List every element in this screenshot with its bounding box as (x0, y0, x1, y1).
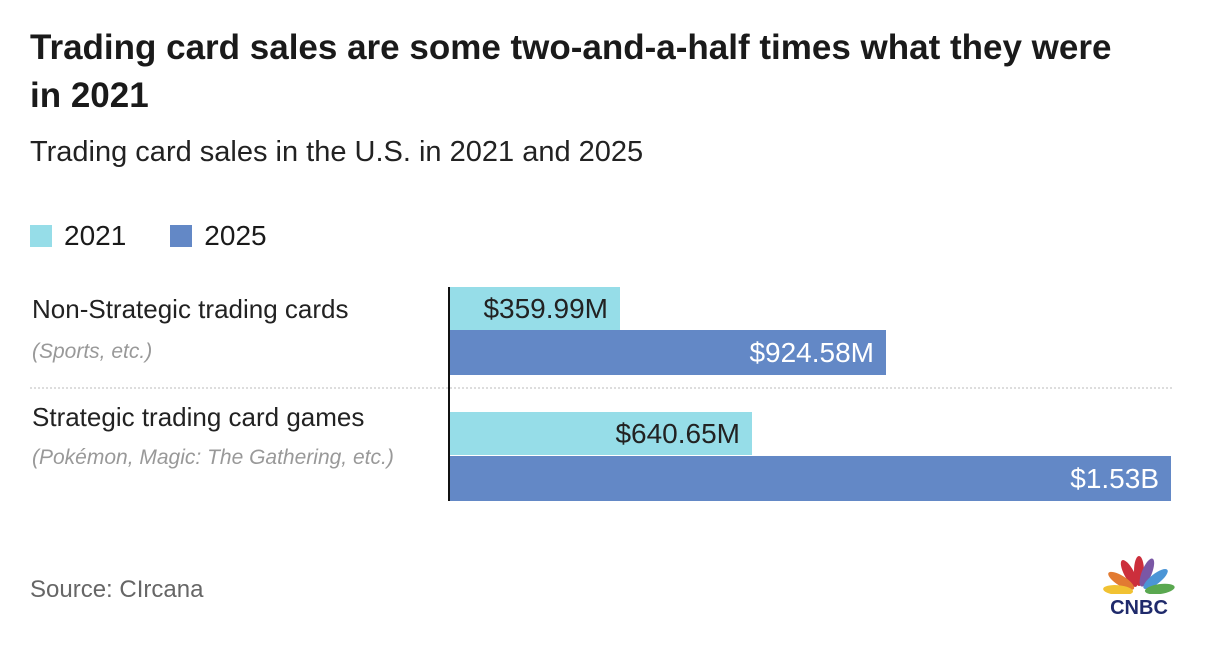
chart-subtitle: Trading card sales in the U.S. in 2021 a… (30, 136, 644, 168)
category-label: Non-Strategic trading cards (32, 294, 349, 324)
legend-item-2025: 2025 (170, 220, 267, 252)
legend-swatch-2021 (30, 225, 52, 247)
legend-item-2021: 2021 (30, 220, 126, 252)
bar-value-label: $640.65M (615, 417, 740, 449)
source-note: Source: CIrcana (30, 576, 204, 603)
chart-title: Trading card sales are some two-and-a-ha… (30, 28, 1112, 115)
category-sublabel: (Sports, etc.) (32, 340, 153, 363)
category-sublabel: (Pokémon, Magic: The Gathering, etc.) (32, 446, 394, 469)
cnbc-logo: CNBC (1100, 554, 1178, 620)
bar-2025: $1.53B (450, 456, 1171, 501)
bar-value-label: $359.99M (483, 292, 608, 324)
legend-label-2021: 2021 (64, 220, 127, 251)
legend-swatch-2025 (170, 225, 193, 247)
bar-value-label: $924.58M (749, 336, 874, 368)
logo-text: CNBC (1110, 597, 1168, 619)
bar-2021: $359.99M (450, 287, 620, 330)
peacock-icon (1103, 556, 1175, 596)
category-label: Strategic trading card games (32, 402, 365, 432)
bar-2021: $640.65M (450, 412, 752, 455)
bar-value-label: $1.53B (1070, 462, 1159, 494)
legend-label-2025: 2025 (204, 220, 267, 251)
y-axis-line (448, 287, 450, 501)
bar-2025: $924.58M (450, 330, 886, 375)
legend: 2021 2025 (30, 220, 267, 252)
category-divider (30, 387, 1172, 389)
